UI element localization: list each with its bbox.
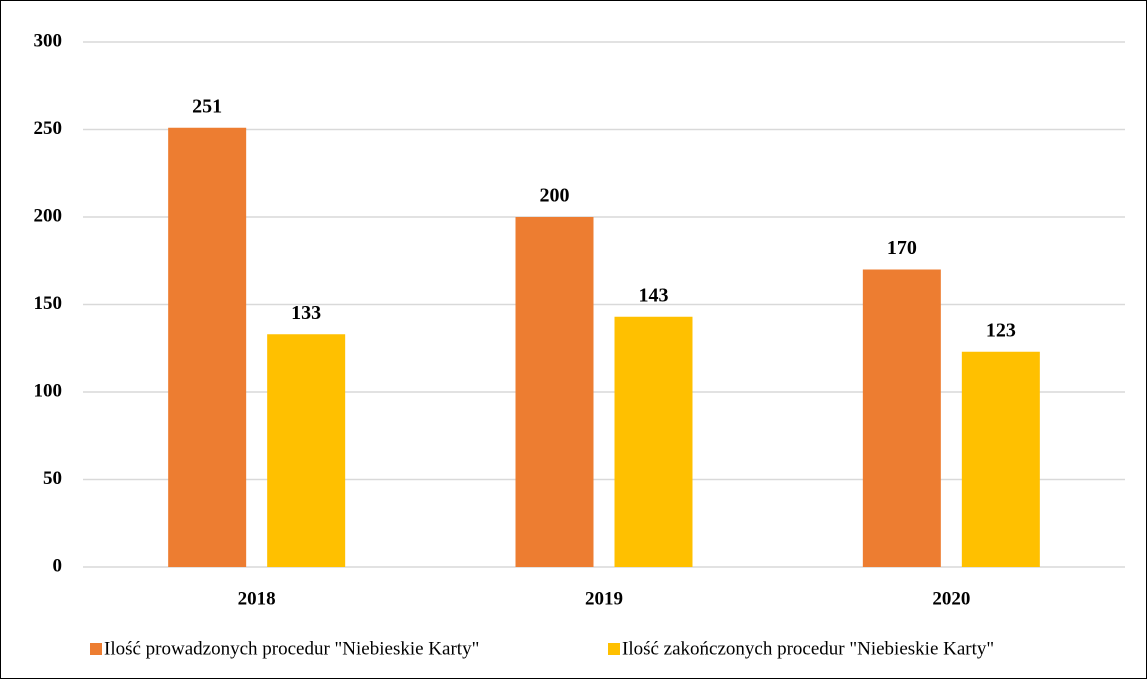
- y-tick-label: 250: [34, 118, 63, 139]
- bar: [515, 217, 594, 567]
- value-label: 251: [192, 95, 222, 117]
- x-tick-label: 2018: [238, 588, 276, 609]
- legend-swatch: [90, 643, 102, 655]
- bar: [961, 351, 1040, 567]
- value-label: 123: [986, 319, 1016, 341]
- bar: [267, 334, 346, 567]
- x-tick-label: 2019: [585, 588, 623, 609]
- value-label: 170: [887, 237, 917, 259]
- legend-label: Ilość zakończonych procedur "Niebieskie …: [622, 638, 994, 659]
- value-label: 133: [291, 302, 321, 324]
- bar: [168, 127, 247, 567]
- value-label: 143: [639, 284, 669, 306]
- legend-label: Ilość prowadzonych procedur "Niebieskie …: [104, 638, 479, 659]
- y-tick-label: 150: [34, 293, 63, 314]
- y-tick-label: 100: [34, 380, 63, 401]
- y-tick-label: 300: [34, 30, 63, 51]
- y-tick-label: 50: [43, 468, 62, 489]
- y-tick-label: 0: [53, 555, 63, 576]
- bar: [614, 316, 693, 567]
- value-label: 200: [540, 185, 570, 207]
- x-tick-label: 2020: [932, 588, 970, 609]
- bar: [862, 269, 941, 567]
- y-tick-label: 200: [34, 205, 63, 226]
- legend-swatch: [608, 643, 620, 655]
